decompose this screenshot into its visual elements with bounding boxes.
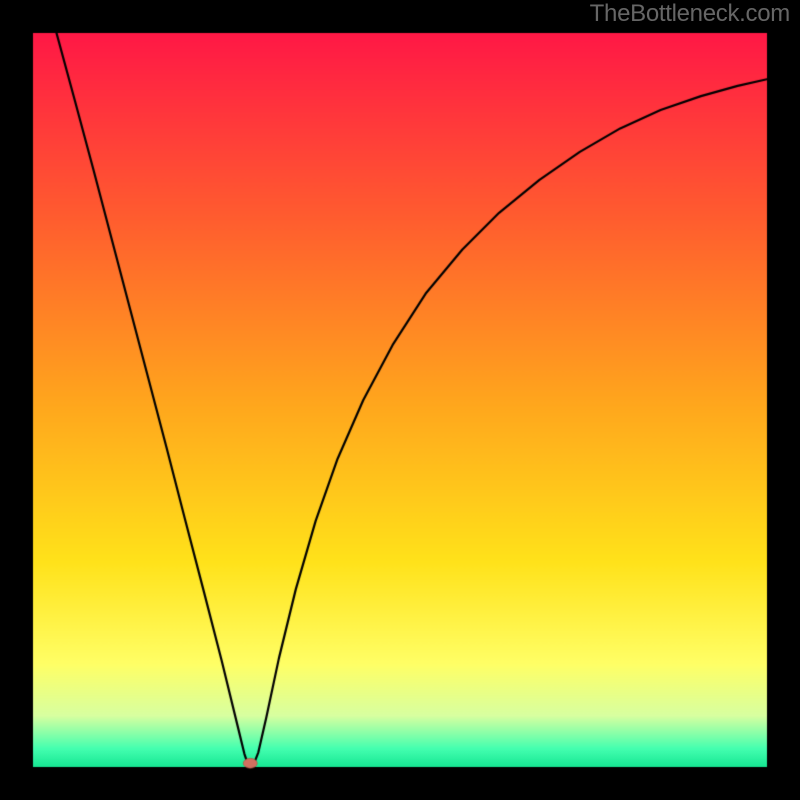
- chart-container: TheBottleneck.com: [0, 0, 800, 800]
- watermark-text: TheBottleneck.com: [590, 0, 790, 28]
- bottleneck-curve-chart: [0, 0, 800, 800]
